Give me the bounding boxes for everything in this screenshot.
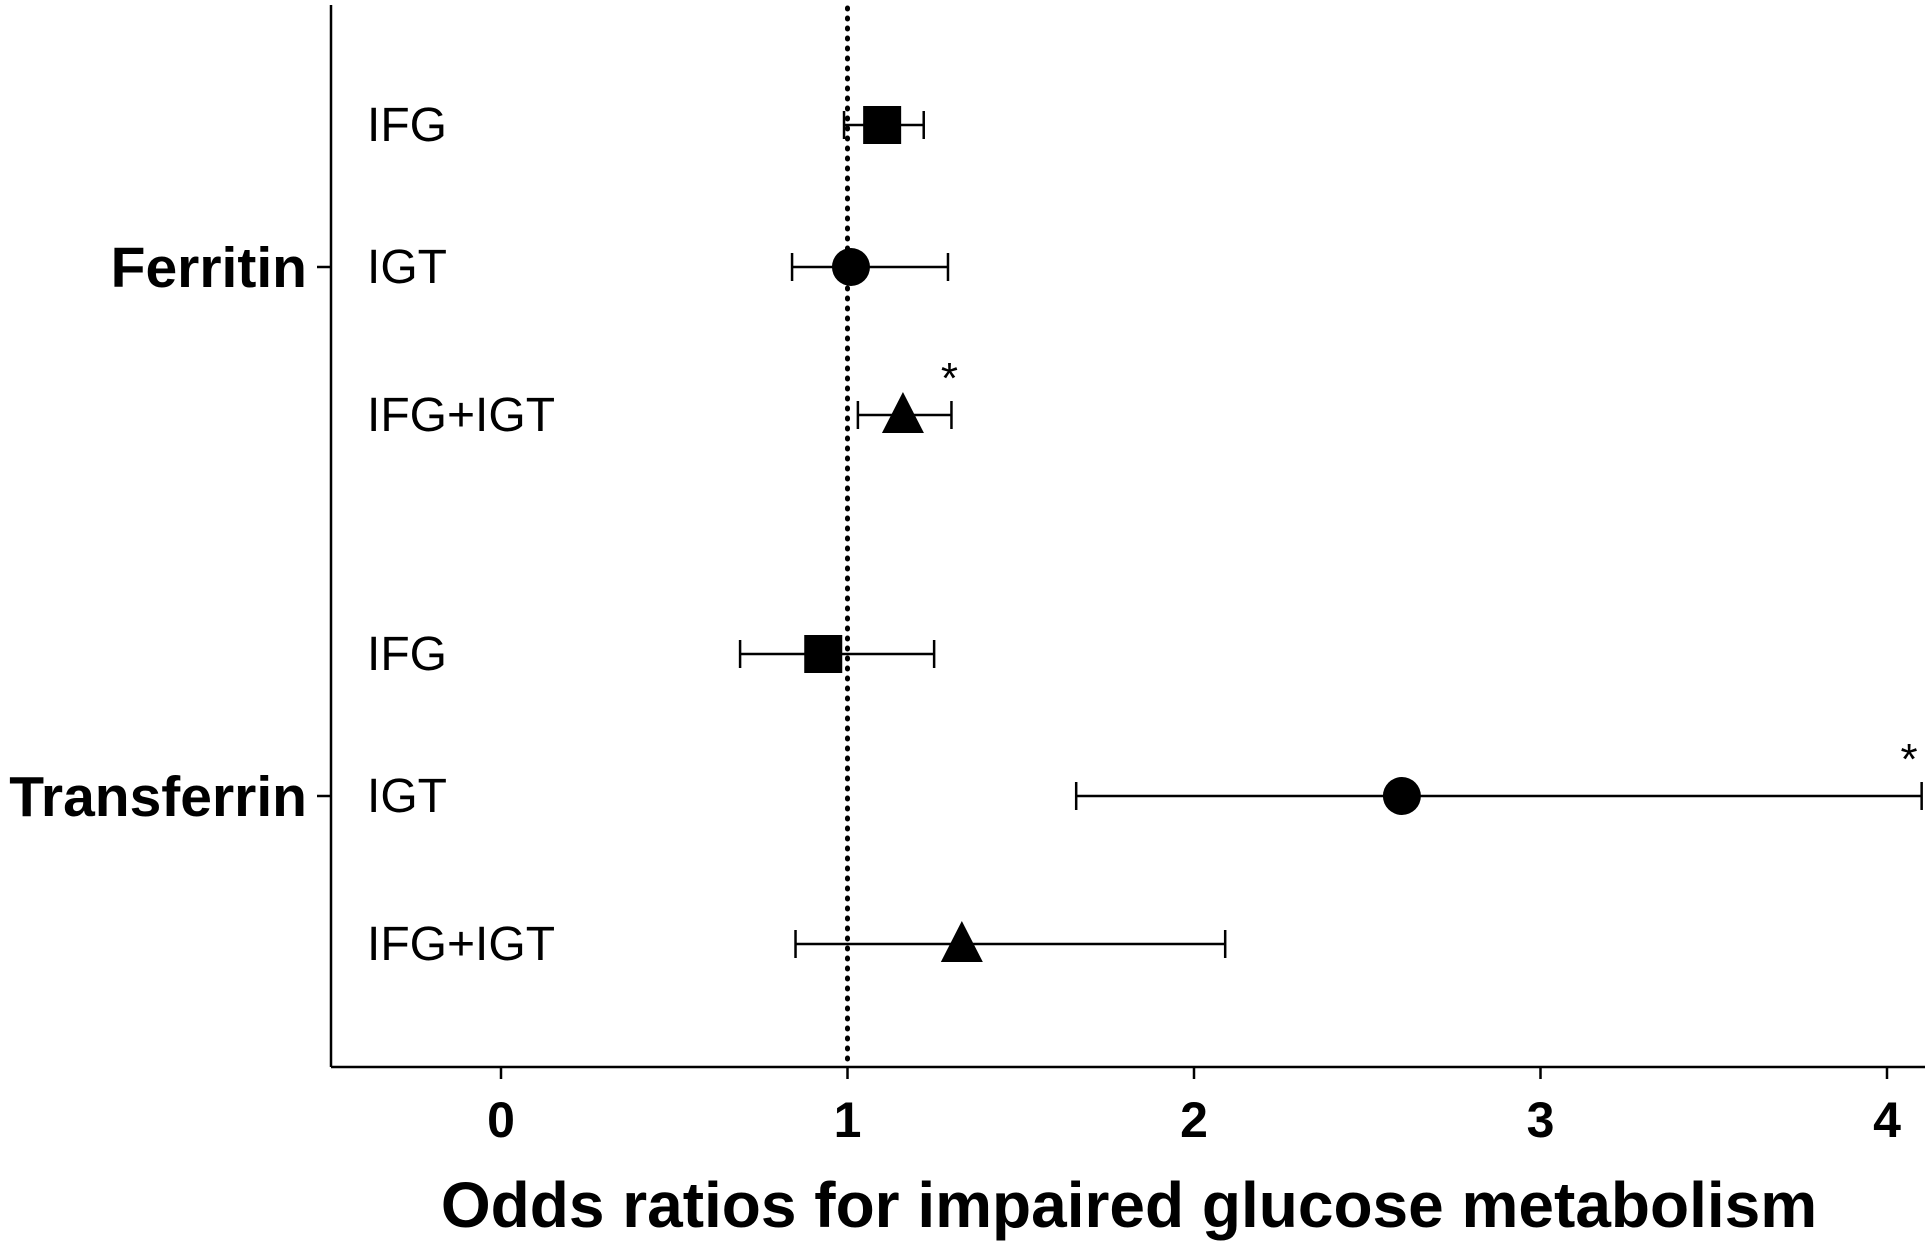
- x-axis-label: Odds ratios for impaired glucose metabol…: [441, 1169, 1817, 1241]
- row-label: IFG: [367, 628, 447, 681]
- row-label: IFG+IGT: [367, 918, 555, 971]
- chart-labels: 0 1 2 3 4 Ferritin IFG IGT IFG+IGT * Transferrin IF…: [9, 99, 1917, 1148]
- significance-star: *: [1900, 735, 1917, 784]
- x-tick-label: 4: [1873, 1092, 1901, 1148]
- x-tick-label: 1: [834, 1092, 862, 1148]
- point-marker-square: [863, 106, 902, 144]
- row-label: IGT: [367, 770, 447, 823]
- significance-star: *: [941, 354, 958, 403]
- x-tick-label: 0: [487, 1092, 515, 1148]
- point-marker-circle: [831, 248, 870, 286]
- point-marker-circle: [1382, 777, 1421, 815]
- x-tick-label: 3: [1527, 1092, 1555, 1148]
- group-label-transferrin: Transferrin: [9, 765, 307, 829]
- point-marker-triangle: [940, 921, 983, 962]
- group-label-ferritin: Ferritin: [111, 236, 307, 300]
- row-label: IGT: [367, 241, 447, 294]
- row-label: IFG: [367, 99, 447, 152]
- point-marker-triangle: [881, 392, 924, 433]
- forest-marks: [738, 106, 1923, 962]
- point-marker-square: [804, 635, 843, 673]
- plot-axes: [317, 5, 1925, 1079]
- row-label: IFG+IGT: [367, 389, 555, 442]
- x-tick-label: 2: [1180, 1092, 1208, 1148]
